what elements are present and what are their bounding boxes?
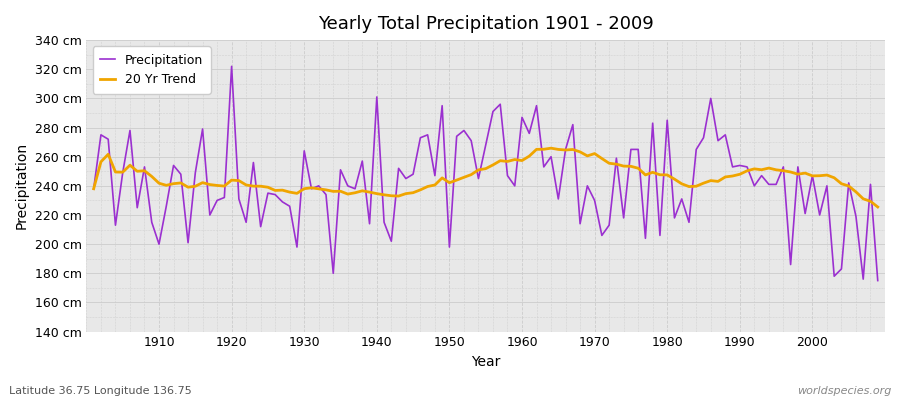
Precipitation bbox=[88, 186, 99, 191]
20 Yr Trend bbox=[349, 190, 360, 195]
Line: Precipitation: Precipitation bbox=[94, 66, 878, 280]
Precipitation bbox=[611, 156, 622, 160]
20 Yr Trend bbox=[517, 158, 527, 163]
Precipitation bbox=[517, 115, 527, 120]
20 Yr Trend bbox=[611, 162, 622, 166]
Text: worldspecies.org: worldspecies.org bbox=[796, 386, 891, 396]
Y-axis label: Precipitation: Precipitation bbox=[15, 142, 29, 230]
Precipitation bbox=[872, 278, 883, 283]
Precipitation bbox=[357, 159, 368, 164]
20 Yr Trend bbox=[872, 204, 883, 209]
Precipitation bbox=[524, 131, 535, 136]
Line: 20 Yr Trend: 20 Yr Trend bbox=[94, 148, 878, 207]
X-axis label: Year: Year bbox=[471, 355, 500, 369]
Text: Latitude 36.75 Longitude 136.75: Latitude 36.75 Longitude 136.75 bbox=[9, 386, 192, 396]
Precipitation bbox=[147, 220, 158, 225]
20 Yr Trend bbox=[306, 186, 317, 190]
20 Yr Trend bbox=[545, 146, 556, 150]
20 Yr Trend bbox=[88, 186, 99, 191]
20 Yr Trend bbox=[509, 157, 520, 162]
20 Yr Trend bbox=[147, 174, 158, 179]
Precipitation bbox=[226, 64, 237, 69]
Title: Yearly Total Precipitation 1901 - 2009: Yearly Total Precipitation 1901 - 2009 bbox=[318, 15, 653, 33]
Legend: Precipitation, 20 Yr Trend: Precipitation, 20 Yr Trend bbox=[93, 46, 211, 94]
Precipitation bbox=[313, 184, 324, 188]
